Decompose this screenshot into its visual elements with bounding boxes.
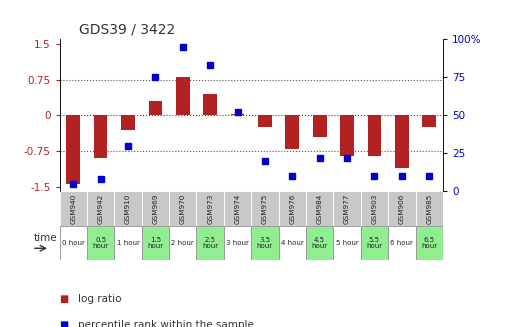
Bar xyxy=(114,191,142,226)
Bar xyxy=(306,191,334,226)
Text: GSM973: GSM973 xyxy=(207,193,213,224)
Bar xyxy=(422,115,436,127)
Text: ■: ■ xyxy=(60,320,69,327)
Text: GSM984: GSM984 xyxy=(316,193,323,224)
Bar xyxy=(94,115,108,158)
Text: GSM906: GSM906 xyxy=(399,193,405,224)
Text: GDS39 / 3422: GDS39 / 3422 xyxy=(79,23,175,37)
Bar xyxy=(203,94,217,115)
Bar xyxy=(60,191,87,226)
Text: 2 hour: 2 hour xyxy=(171,240,194,246)
Text: log ratio: log ratio xyxy=(78,294,121,304)
Bar xyxy=(121,115,135,129)
Bar xyxy=(87,191,114,226)
Text: 5.5
hour: 5.5 hour xyxy=(366,236,382,249)
Text: 4.5
hour: 4.5 hour xyxy=(312,236,328,249)
Text: percentile rank within the sample: percentile rank within the sample xyxy=(78,320,254,327)
Text: 5 hour: 5 hour xyxy=(336,240,358,246)
Text: 4 hour: 4 hour xyxy=(281,240,304,246)
Text: 1 hour: 1 hour xyxy=(117,240,139,246)
Bar xyxy=(395,115,409,167)
Bar xyxy=(361,226,388,260)
Text: GSM976: GSM976 xyxy=(289,193,295,224)
Bar xyxy=(66,115,80,184)
Bar xyxy=(224,191,251,226)
Text: GSM970: GSM970 xyxy=(180,193,186,224)
Bar xyxy=(251,226,279,260)
Text: 0.5
hour: 0.5 hour xyxy=(93,236,109,249)
Bar xyxy=(306,226,334,260)
Text: time: time xyxy=(33,232,57,243)
Bar xyxy=(169,226,196,260)
Bar xyxy=(334,226,361,260)
Bar xyxy=(285,115,299,148)
Bar xyxy=(279,226,306,260)
Text: GSM942: GSM942 xyxy=(97,193,104,224)
Bar xyxy=(114,226,142,260)
Text: GSM985: GSM985 xyxy=(426,193,432,224)
Text: GSM910: GSM910 xyxy=(125,193,131,224)
Text: GSM974: GSM974 xyxy=(235,193,240,224)
Bar xyxy=(361,191,388,226)
Bar xyxy=(340,115,354,156)
Text: 2.5
hour: 2.5 hour xyxy=(202,236,218,249)
Bar xyxy=(334,191,361,226)
Text: GSM940: GSM940 xyxy=(70,193,76,224)
Text: ■: ■ xyxy=(60,294,69,304)
Text: 6.5
hour: 6.5 hour xyxy=(421,236,437,249)
Bar xyxy=(142,226,169,260)
Text: 3.5
hour: 3.5 hour xyxy=(257,236,273,249)
Text: GSM903: GSM903 xyxy=(371,193,378,224)
Bar xyxy=(251,191,279,226)
Bar xyxy=(279,191,306,226)
Bar xyxy=(196,226,224,260)
Text: 3 hour: 3 hour xyxy=(226,240,249,246)
Bar xyxy=(196,191,224,226)
Bar xyxy=(176,77,190,115)
Text: 6 hour: 6 hour xyxy=(391,240,413,246)
Text: GSM969: GSM969 xyxy=(152,193,159,224)
Bar xyxy=(368,115,381,156)
Text: GSM975: GSM975 xyxy=(262,193,268,224)
Text: 1.5
hour: 1.5 hour xyxy=(147,236,164,249)
Bar xyxy=(224,226,251,260)
Bar xyxy=(388,226,415,260)
Bar xyxy=(149,101,162,115)
Text: 0 hour: 0 hour xyxy=(62,240,85,246)
Bar xyxy=(60,226,87,260)
Bar xyxy=(169,191,196,226)
Bar xyxy=(415,226,443,260)
Bar xyxy=(388,191,415,226)
Bar xyxy=(415,191,443,226)
Bar xyxy=(231,114,244,115)
Text: GSM977: GSM977 xyxy=(344,193,350,224)
Bar xyxy=(142,191,169,226)
Bar xyxy=(313,115,326,137)
Bar xyxy=(258,115,272,127)
Bar xyxy=(87,226,114,260)
